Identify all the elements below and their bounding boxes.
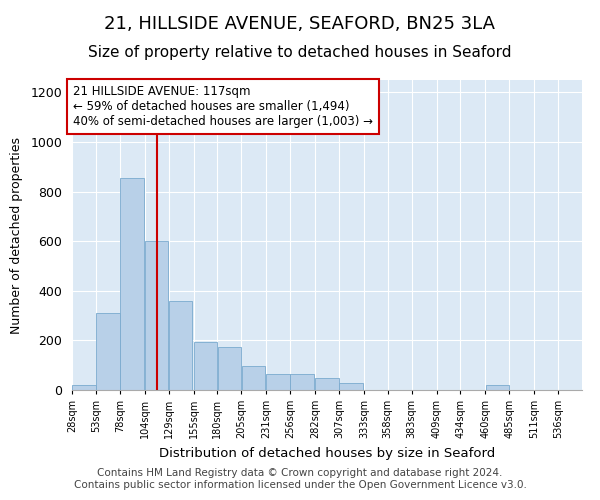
Bar: [315, 378, 339, 390]
Text: Size of property relative to detached houses in Seaford: Size of property relative to detached ho…: [88, 45, 512, 60]
X-axis label: Distribution of detached houses by size in Seaford: Distribution of detached houses by size …: [159, 446, 495, 460]
Bar: [145, 241, 169, 390]
Bar: [120, 178, 143, 390]
Bar: [242, 366, 265, 390]
Bar: [485, 385, 509, 390]
Bar: [96, 313, 119, 390]
Bar: [169, 300, 193, 390]
Bar: [72, 385, 95, 390]
Y-axis label: Number of detached properties: Number of detached properties: [10, 136, 23, 334]
Text: Contains HM Land Registry data © Crown copyright and database right 2024.
Contai: Contains HM Land Registry data © Crown c…: [74, 468, 526, 490]
Bar: [339, 382, 362, 390]
Text: 21 HILLSIDE AVENUE: 117sqm
← 59% of detached houses are smaller (1,494)
40% of s: 21 HILLSIDE AVENUE: 117sqm ← 59% of deta…: [73, 85, 373, 128]
Bar: [194, 342, 217, 390]
Bar: [266, 374, 290, 390]
Bar: [218, 346, 241, 390]
Text: 21, HILLSIDE AVENUE, SEAFORD, BN25 3LA: 21, HILLSIDE AVENUE, SEAFORD, BN25 3LA: [104, 15, 496, 33]
Bar: [290, 374, 314, 390]
